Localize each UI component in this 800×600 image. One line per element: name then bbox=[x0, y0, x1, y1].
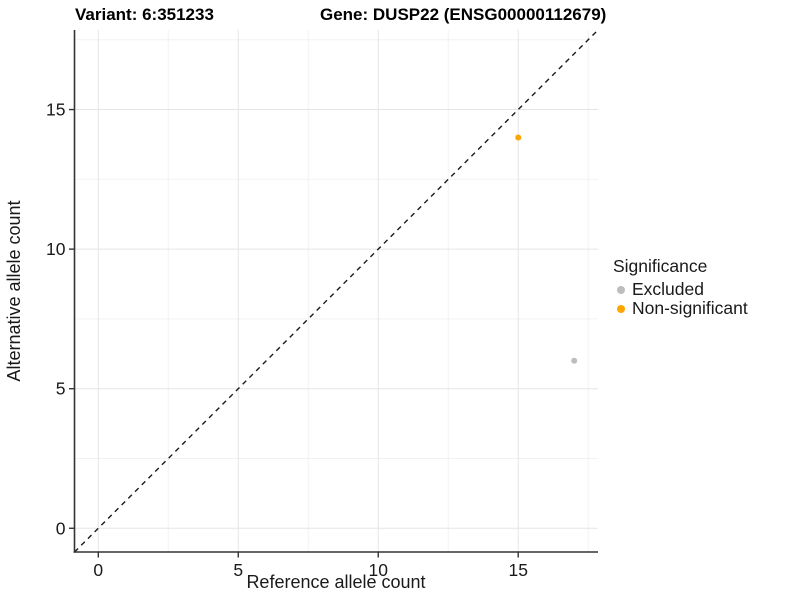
legend: Significance Excluded Non-significant bbox=[611, 256, 748, 318]
x-tick-label: 15 bbox=[508, 560, 527, 580]
y-tick-label: 10 bbox=[46, 239, 66, 259]
y-axis-title: Alternative allele count bbox=[4, 200, 24, 382]
legend-item-excluded: Excluded bbox=[611, 279, 748, 299]
x-tick-label: 10 bbox=[369, 560, 389, 580]
x-tick-label: 5 bbox=[233, 560, 243, 580]
legend-label-excluded: Excluded bbox=[632, 279, 704, 299]
legend-item-non-significant: Non-significant bbox=[611, 298, 748, 318]
x-tick-label: 0 bbox=[93, 560, 103, 580]
data-point-excluded bbox=[571, 357, 578, 364]
y-tick-label: 15 bbox=[46, 100, 65, 120]
excluded-point-icon bbox=[617, 285, 625, 294]
variant-title: Variant: 6:351233 bbox=[75, 5, 214, 24]
non-significant-point-icon bbox=[617, 304, 625, 313]
identity-dashed-line bbox=[74, 29, 599, 553]
y-tick-label: 5 bbox=[56, 379, 66, 399]
y-tick-label: 0 bbox=[56, 518, 66, 538]
x-axis-title: Reference allele count bbox=[246, 572, 426, 592]
gene-title: Gene: DUSP22 (ENSG00000112679) bbox=[320, 5, 607, 24]
data-point-non-significant bbox=[515, 134, 522, 141]
legend-title: Significance bbox=[613, 256, 708, 276]
legend-label-non-significant: Non-significant bbox=[632, 298, 748, 318]
